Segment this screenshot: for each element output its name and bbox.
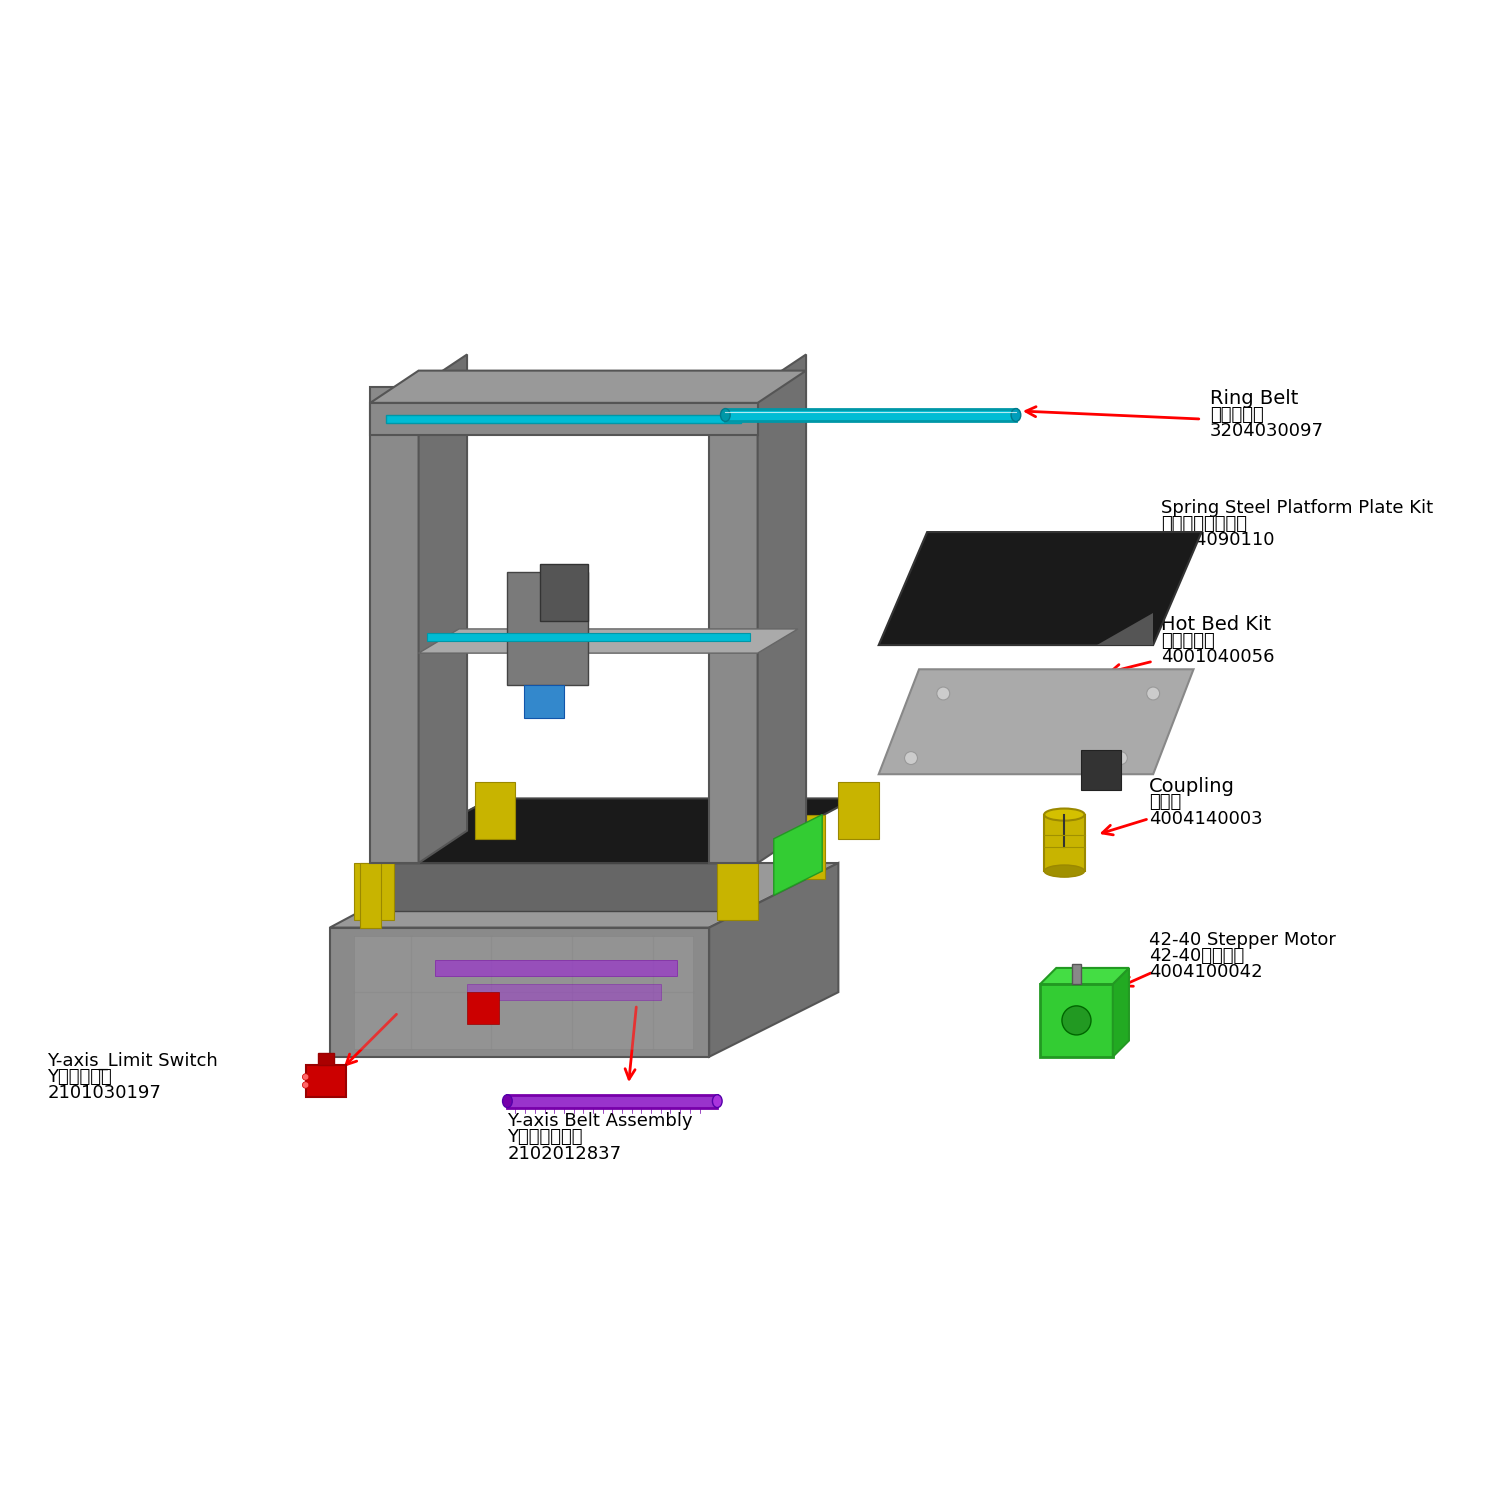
Polygon shape xyxy=(774,815,822,896)
Circle shape xyxy=(1114,752,1128,765)
Polygon shape xyxy=(507,1095,717,1107)
Text: 42-40步进电机: 42-40步进电机 xyxy=(1149,946,1245,964)
Polygon shape xyxy=(710,387,758,862)
Text: 2102012837: 2102012837 xyxy=(507,1144,621,1162)
Ellipse shape xyxy=(1011,408,1022,422)
Polygon shape xyxy=(426,633,750,640)
Text: Y-axis_Limit Switch: Y-axis_Limit Switch xyxy=(48,1052,217,1070)
Circle shape xyxy=(904,752,918,765)
Polygon shape xyxy=(318,1053,334,1065)
Ellipse shape xyxy=(1044,865,1084,877)
Text: Spring Steel Platform Plate Kit: Spring Steel Platform Plate Kit xyxy=(1161,500,1434,517)
Text: 4004140003: 4004140003 xyxy=(1149,810,1263,828)
Polygon shape xyxy=(879,532,1202,645)
Polygon shape xyxy=(370,798,492,912)
Polygon shape xyxy=(370,404,758,435)
Text: 联轴器: 联轴器 xyxy=(1149,794,1182,812)
Polygon shape xyxy=(879,669,1194,774)
Polygon shape xyxy=(1096,614,1154,645)
Ellipse shape xyxy=(712,1095,722,1107)
Text: Y轴限位开关: Y轴限位开关 xyxy=(48,1068,112,1086)
Text: 2101030197: 2101030197 xyxy=(48,1084,160,1102)
Circle shape xyxy=(938,687,950,700)
Polygon shape xyxy=(370,798,855,862)
Polygon shape xyxy=(476,783,516,838)
Polygon shape xyxy=(717,862,758,919)
Text: Y轴同步带组件: Y轴同步带组件 xyxy=(507,1128,584,1146)
Text: 4004100042: 4004100042 xyxy=(1149,963,1263,981)
Bar xyxy=(1072,964,1080,984)
Polygon shape xyxy=(758,354,806,862)
Circle shape xyxy=(303,1074,309,1080)
Polygon shape xyxy=(1080,750,1120,790)
Polygon shape xyxy=(540,564,588,621)
Polygon shape xyxy=(726,408,1016,422)
Polygon shape xyxy=(435,960,676,976)
Polygon shape xyxy=(370,862,734,912)
Text: Ring Belt: Ring Belt xyxy=(1209,390,1298,408)
Polygon shape xyxy=(839,783,879,838)
Polygon shape xyxy=(419,354,466,862)
Polygon shape xyxy=(370,387,419,862)
Polygon shape xyxy=(330,927,710,1056)
Polygon shape xyxy=(466,992,500,1024)
Text: 3204030097: 3204030097 xyxy=(1209,422,1323,440)
Text: Coupling: Coupling xyxy=(1149,777,1234,796)
Polygon shape xyxy=(507,573,588,686)
Polygon shape xyxy=(1040,968,1130,984)
Polygon shape xyxy=(370,370,806,404)
Circle shape xyxy=(1062,1007,1090,1035)
Polygon shape xyxy=(710,862,839,1056)
Circle shape xyxy=(1146,687,1160,700)
Bar xyxy=(360,862,381,927)
Text: Y-axis Belt Assembly: Y-axis Belt Assembly xyxy=(507,1113,693,1131)
Text: 弹簧锂平台板套件: 弹簧锂平台板套件 xyxy=(1161,514,1246,532)
Polygon shape xyxy=(1044,815,1084,872)
Polygon shape xyxy=(1040,984,1113,1056)
Ellipse shape xyxy=(503,1095,512,1107)
Polygon shape xyxy=(466,984,662,1000)
Ellipse shape xyxy=(1044,808,1084,820)
Text: 环形同步带: 环形同步带 xyxy=(1209,406,1263,424)
Text: 4004090110: 4004090110 xyxy=(1161,531,1275,549)
Text: Hot Bed Kit: Hot Bed Kit xyxy=(1161,615,1272,634)
Polygon shape xyxy=(1113,968,1130,1056)
Ellipse shape xyxy=(720,408,730,422)
Text: 热床板套件: 热床板套件 xyxy=(1161,632,1215,650)
Polygon shape xyxy=(354,936,693,1048)
Polygon shape xyxy=(387,416,741,423)
Polygon shape xyxy=(524,686,564,717)
Polygon shape xyxy=(330,862,839,927)
Bar xyxy=(804,815,825,879)
Circle shape xyxy=(303,1082,309,1088)
Polygon shape xyxy=(306,1065,347,1096)
Polygon shape xyxy=(419,628,798,652)
Text: 42-40 Stepper Motor: 42-40 Stepper Motor xyxy=(1149,930,1336,948)
Text: 4001040056: 4001040056 xyxy=(1161,648,1275,666)
Polygon shape xyxy=(354,862,395,919)
